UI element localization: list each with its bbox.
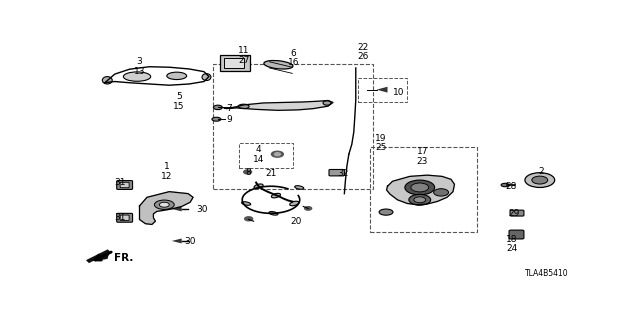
- Text: 18
24: 18 24: [506, 235, 517, 253]
- Text: 19
25: 19 25: [375, 134, 387, 152]
- FancyBboxPatch shape: [510, 210, 524, 216]
- Polygon shape: [88, 252, 110, 261]
- Circle shape: [532, 176, 548, 184]
- Polygon shape: [172, 238, 182, 244]
- Ellipse shape: [102, 76, 112, 84]
- Text: 21: 21: [265, 169, 276, 179]
- Text: 8: 8: [246, 168, 252, 177]
- Text: 1
12: 1 12: [161, 162, 173, 181]
- Polygon shape: [140, 192, 193, 224]
- Ellipse shape: [213, 105, 222, 110]
- Ellipse shape: [501, 183, 509, 187]
- Ellipse shape: [290, 201, 299, 206]
- Ellipse shape: [269, 212, 278, 215]
- FancyBboxPatch shape: [220, 55, 250, 71]
- Circle shape: [411, 183, 429, 192]
- Polygon shape: [387, 175, 454, 205]
- Polygon shape: [88, 252, 110, 261]
- Text: 7: 7: [227, 104, 232, 113]
- FancyBboxPatch shape: [116, 213, 132, 222]
- Ellipse shape: [254, 184, 263, 188]
- Text: 22
26: 22 26: [357, 43, 369, 61]
- Ellipse shape: [271, 193, 280, 198]
- Ellipse shape: [238, 104, 249, 108]
- Text: 29: 29: [508, 209, 520, 218]
- Ellipse shape: [154, 200, 174, 209]
- Polygon shape: [86, 249, 111, 263]
- Circle shape: [525, 173, 555, 188]
- FancyBboxPatch shape: [116, 180, 132, 189]
- Circle shape: [244, 170, 252, 174]
- Text: 20: 20: [290, 218, 301, 227]
- FancyBboxPatch shape: [120, 215, 129, 220]
- Text: 2: 2: [538, 167, 544, 176]
- Circle shape: [271, 151, 284, 157]
- Text: 5
15: 5 15: [173, 92, 185, 111]
- Circle shape: [244, 217, 253, 221]
- Ellipse shape: [379, 209, 393, 215]
- Ellipse shape: [323, 101, 331, 105]
- Text: TLA4B5410: TLA4B5410: [525, 269, 568, 278]
- Text: 4
14: 4 14: [253, 145, 264, 164]
- Ellipse shape: [294, 186, 304, 189]
- Circle shape: [409, 194, 431, 205]
- Ellipse shape: [242, 202, 251, 205]
- Ellipse shape: [159, 202, 169, 207]
- Polygon shape: [224, 100, 333, 110]
- Text: 11
27: 11 27: [238, 46, 250, 65]
- Text: 9: 9: [227, 115, 232, 124]
- Text: 3
13: 3 13: [134, 57, 145, 76]
- Circle shape: [414, 197, 426, 203]
- Circle shape: [275, 153, 280, 156]
- Text: 31: 31: [114, 178, 125, 187]
- Circle shape: [305, 207, 312, 210]
- FancyBboxPatch shape: [225, 58, 244, 68]
- Text: 31: 31: [114, 212, 125, 221]
- Text: 32: 32: [337, 169, 349, 179]
- Text: FR.: FR.: [114, 253, 133, 263]
- FancyBboxPatch shape: [329, 170, 344, 176]
- FancyBboxPatch shape: [120, 182, 129, 188]
- Ellipse shape: [167, 72, 187, 80]
- Text: 30: 30: [184, 237, 196, 246]
- Circle shape: [405, 180, 435, 195]
- Circle shape: [434, 189, 449, 196]
- Polygon shape: [376, 87, 388, 92]
- Text: 28: 28: [506, 182, 517, 191]
- FancyBboxPatch shape: [509, 230, 524, 239]
- Text: 10: 10: [392, 88, 404, 97]
- Ellipse shape: [202, 74, 211, 81]
- Text: 30: 30: [196, 205, 208, 214]
- Text: 6
16: 6 16: [287, 49, 299, 68]
- Ellipse shape: [212, 117, 221, 121]
- Polygon shape: [172, 206, 182, 212]
- Ellipse shape: [264, 60, 293, 69]
- Text: 17
23: 17 23: [417, 147, 428, 166]
- Ellipse shape: [124, 72, 150, 81]
